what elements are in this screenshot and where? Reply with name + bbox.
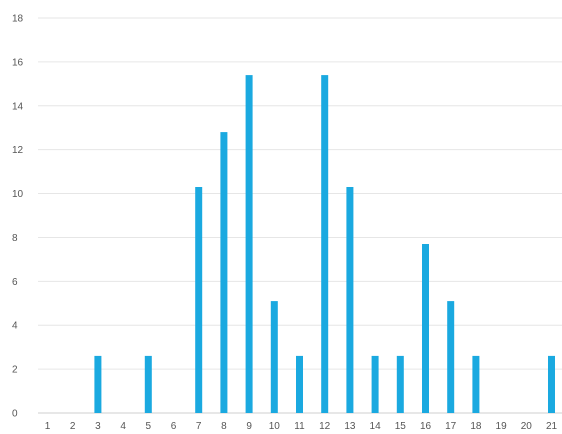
x-tick-label: 14 bbox=[370, 421, 382, 432]
bar-12 bbox=[321, 75, 329, 413]
x-tick-label: 2 bbox=[70, 421, 76, 432]
bar-21 bbox=[548, 355, 555, 413]
x-tick-label: 8 bbox=[221, 421, 227, 432]
x-tick-label: 13 bbox=[344, 421, 356, 432]
x-tick-label: 15 bbox=[395, 421, 407, 432]
x-tick-label: 4 bbox=[120, 421, 126, 432]
bar-16 bbox=[422, 244, 429, 413]
x-tick-label: 7 bbox=[196, 421, 202, 432]
x-tick-label: 1 bbox=[45, 421, 51, 432]
y-tick-label: 4 bbox=[12, 321, 18, 332]
y-tick-label: 18 bbox=[12, 14, 24, 25]
bar-10 bbox=[270, 301, 278, 413]
bar-15 bbox=[396, 355, 404, 413]
x-axis-tick-labels: 1 2 3 4 5 6 7 8 9 10 11 12 13 14 15 16 17 18 19 20 21 bbox=[45, 421, 558, 432]
x-tick-label: 21 bbox=[546, 421, 558, 432]
y-tick-label: 8 bbox=[12, 233, 18, 244]
bar-18 bbox=[472, 355, 480, 413]
bars bbox=[94, 75, 555, 413]
x-tick-label: 20 bbox=[521, 421, 533, 432]
y-tick-label: 12 bbox=[12, 145, 24, 156]
y-tick-label: 6 bbox=[12, 277, 18, 288]
gridlines bbox=[38, 17, 562, 414]
x-tick-label: 3 bbox=[95, 421, 101, 432]
x-tick-label: 16 bbox=[420, 421, 432, 432]
bar-3 bbox=[94, 355, 102, 413]
x-tick-label: 9 bbox=[246, 421, 252, 432]
bar-8 bbox=[220, 132, 228, 413]
y-tick-label: 10 bbox=[12, 189, 24, 200]
bar-17 bbox=[447, 301, 455, 413]
x-tick-label: 11 bbox=[294, 421, 305, 432]
x-tick-label: 5 bbox=[146, 421, 152, 432]
bar-9 bbox=[245, 75, 253, 413]
y-tick-label: 0 bbox=[12, 409, 18, 420]
bar-5 bbox=[144, 355, 152, 413]
y-axis-tick-labels: 0 2 4 6 8 10 12 14 16 18 bbox=[12, 14, 24, 420]
bar-7 bbox=[195, 187, 203, 413]
bar-11 bbox=[296, 355, 303, 413]
y-tick-label: 14 bbox=[12, 101, 24, 112]
bar-14 bbox=[371, 355, 379, 413]
x-tick-label: 12 bbox=[319, 421, 331, 432]
x-tick-label: 6 bbox=[171, 421, 177, 432]
x-tick-label: 17 bbox=[445, 421, 457, 432]
bar-13 bbox=[346, 187, 354, 413]
x-tick-label: 18 bbox=[470, 421, 482, 432]
x-tick-label: 19 bbox=[496, 421, 508, 432]
y-tick-label: 2 bbox=[12, 365, 18, 376]
x-tick-label: 10 bbox=[269, 421, 281, 432]
y-tick-label: 16 bbox=[12, 57, 24, 68]
